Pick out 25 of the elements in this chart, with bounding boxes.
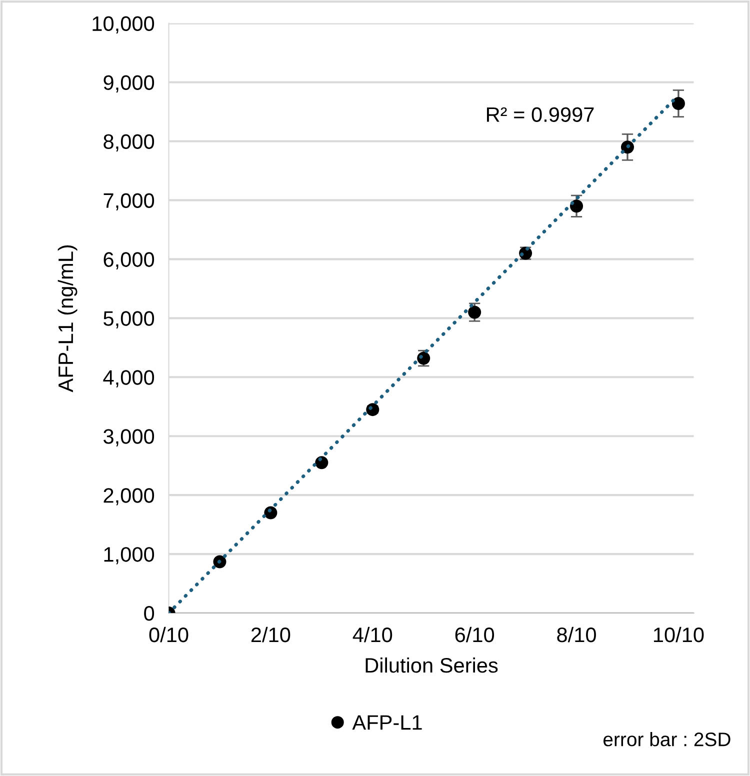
- x-tick-label: 0/10: [149, 626, 188, 642]
- legend-label: AFP-L1: [352, 715, 422, 730]
- y-axis-title: AFP-L1 (ng/mL): [58, 245, 78, 392]
- y-tick-label: 1,000: [104, 547, 154, 564]
- y-tick-label: 5,000: [104, 311, 154, 328]
- y-tick-label: 2,000: [104, 488, 154, 506]
- text: error bar : 2SD: [603, 732, 730, 746]
- y-tick-label: 0: [144, 606, 154, 621]
- y-tick-label: 7,000: [104, 193, 154, 210]
- point: [468, 306, 482, 319]
- y-tick-label: 4,000: [103, 370, 154, 388]
- x-tick-label: 2/10: [251, 626, 290, 642]
- annotation: R² = 0.9997: [486, 107, 594, 122]
- x-tick-label: 4/10: [352, 626, 392, 642]
- x-tick-label: 6/10: [455, 626, 494, 642]
- y-tick-label: 9,000: [104, 75, 154, 92]
- y-tick-label: 10,000: [92, 16, 154, 34]
- y-tick-label: 6,000: [104, 252, 154, 270]
- x-tick-label: 10/10: [654, 626, 704, 642]
- y-tick-label: 3,000: [104, 429, 154, 446]
- point: [570, 200, 584, 213]
- x-axis-title: Dilution Series: [366, 657, 498, 673]
- y-tick-label: 8,000: [104, 134, 154, 152]
- x-tick-label: 8/10: [557, 626, 596, 642]
- point: [672, 96, 685, 110]
